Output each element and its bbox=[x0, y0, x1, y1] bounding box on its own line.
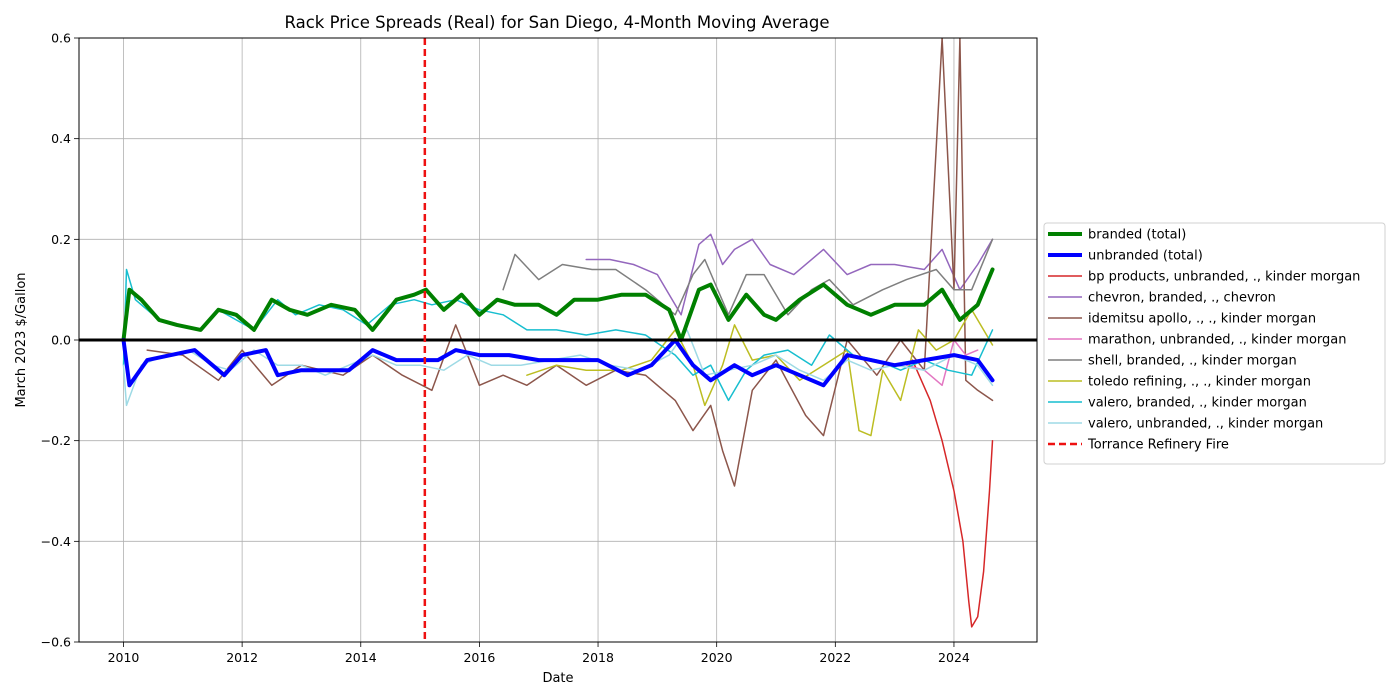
y-tick-label: 0.0 bbox=[51, 333, 71, 348]
y-axis-ticks: −0.6 −0.4 −0.2 0.0 0.2 0.4 0.6 bbox=[41, 31, 79, 650]
y-tick-label: 0.4 bbox=[51, 131, 71, 146]
x-tick-label: 2014 bbox=[345, 650, 377, 665]
legend-entry-label: chevron, branded, ., chevron bbox=[1088, 291, 1276, 306]
x-tick-label: 2022 bbox=[819, 650, 851, 665]
legend-entry-label: bp products, unbranded, ., kinder morgan bbox=[1088, 270, 1360, 285]
chart-title: Rack Price Spreads (Real) for San Diego,… bbox=[285, 13, 830, 32]
y-axis-label: March 2023 $/Gallon bbox=[14, 272, 29, 407]
legend-entry-label: branded (total) bbox=[1088, 228, 1186, 243]
legend: branded (total) unbranded (total) bp produ… bbox=[1043, 222, 1386, 465]
series-line-4 bbox=[146, 38, 994, 487]
legend-entry-label: valero, branded, ., kinder morgan bbox=[1088, 396, 1307, 411]
series-line-6 bbox=[502, 238, 994, 316]
series-line-2 bbox=[911, 359, 994, 628]
x-tick-label: 2020 bbox=[701, 650, 733, 665]
series-line-7 bbox=[526, 309, 994, 437]
series-line-0 bbox=[121, 267, 995, 342]
y-tick-label: −0.4 bbox=[41, 534, 71, 549]
legend-box bbox=[1043, 222, 1386, 465]
series-line-1 bbox=[121, 338, 995, 388]
x-tick-label: 2016 bbox=[463, 650, 495, 665]
x-axis-ticks: 2010 2012 2014 2016 2018 2020 2022 2024 bbox=[108, 642, 970, 665]
x-axis-label: Date bbox=[542, 671, 573, 686]
x-tick-label: 2024 bbox=[938, 650, 970, 665]
series-line-3 bbox=[585, 233, 994, 316]
x-tick-label: 2010 bbox=[108, 650, 140, 665]
y-tick-label: −0.6 bbox=[41, 635, 71, 650]
legend-entry-label: Torrance Refinery Fire bbox=[1087, 438, 1229, 453]
y-tick-label: 0.6 bbox=[51, 31, 71, 46]
x-tick-label: 2012 bbox=[226, 650, 258, 665]
legend-entry-label: toledo refining, ., ., kinder morgan bbox=[1088, 375, 1311, 390]
legend-entry-label: marathon, unbranded, ., kinder morgan bbox=[1088, 333, 1346, 348]
series-line-8 bbox=[122, 268, 994, 402]
y-tick-label: −0.2 bbox=[41, 433, 71, 448]
x-tick-label: 2018 bbox=[582, 650, 614, 665]
legend-entry-label: unbranded (total) bbox=[1088, 249, 1203, 264]
legend-entry-label: valero, unbranded, ., kinder morgan bbox=[1088, 417, 1323, 432]
y-tick-label: 0.2 bbox=[51, 232, 71, 247]
legend-entry-label: idemitsu apollo, ., ., kinder morgan bbox=[1088, 312, 1316, 327]
legend-entry-label: shell, branded, ., kinder morgan bbox=[1088, 354, 1297, 369]
plot-series-area bbox=[79, 38, 1037, 642]
